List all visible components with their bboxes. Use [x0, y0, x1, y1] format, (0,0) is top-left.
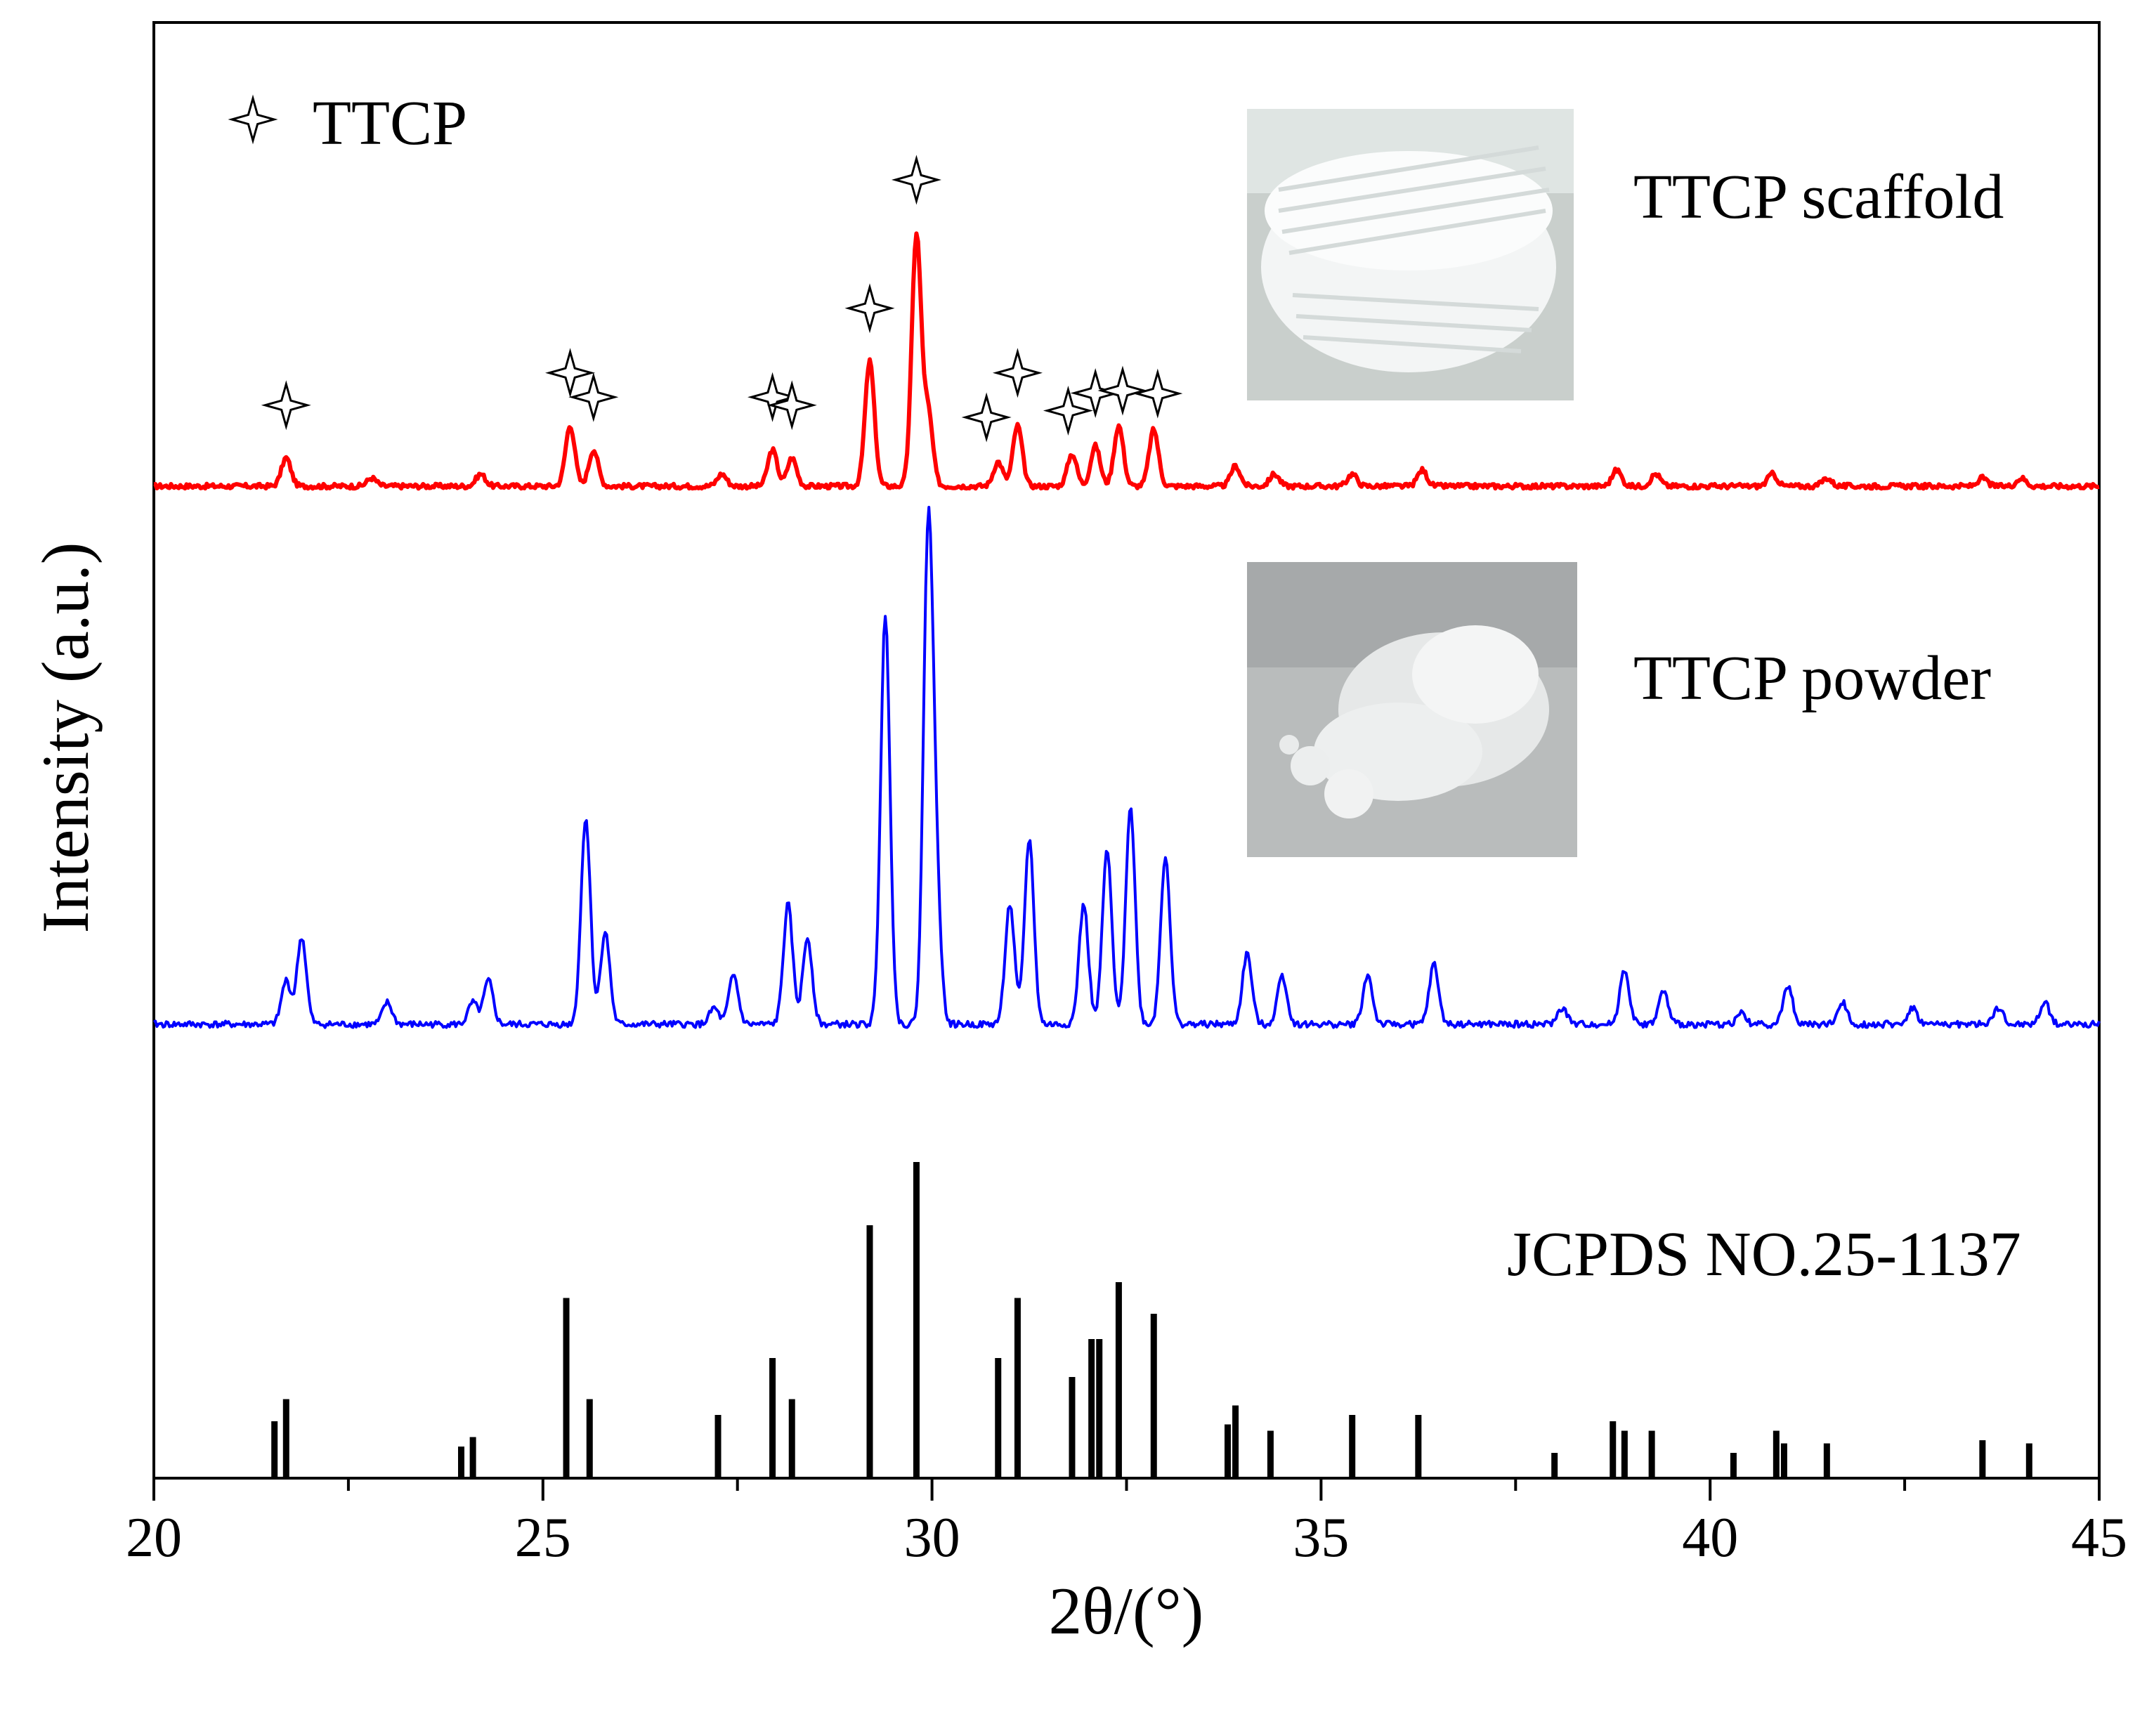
jcpds-label: JCPDS NO.25-1137 [1507, 1220, 2021, 1289]
x-tick-label: 30 [904, 1507, 960, 1569]
powder-label: TTCP powder [1633, 644, 1991, 713]
ttcp-star-marker [1097, 365, 1148, 416]
ttcp-star-marker [992, 348, 1043, 398]
x-tick-label: 35 [1293, 1507, 1349, 1569]
x-axis-ticks: 20 25 30 35 40 45 [126, 1478, 2127, 1569]
x-tick-label: 45 [2071, 1507, 2127, 1569]
scaffold-trace [153, 231, 2100, 491]
x-axis-title: 2θ/(°) [1049, 1574, 1204, 1648]
y-axis-title: Intensity (a.u.) [28, 542, 103, 934]
powder-photo [1247, 562, 1577, 857]
reference-sticks [271, 1162, 2032, 1478]
ttcp-star-marker [261, 380, 311, 431]
ttcp-star-marker [961, 392, 1012, 443]
ttcp-star-marker [545, 348, 596, 398]
x-tick-label: 25 [515, 1507, 571, 1569]
scaffold-photo [1247, 109, 1574, 400]
ttcp-star-marker [748, 372, 798, 422]
ttcp-star-markers [261, 155, 1183, 443]
legend: TTCP [228, 89, 467, 158]
traces [152, 231, 2101, 1029]
ttcp-star-marker [568, 372, 619, 422]
legend-star-shape [228, 94, 278, 145]
ttcp-star-marker [844, 283, 895, 334]
scaffold-label: TTCP scaffold [1633, 162, 2004, 232]
ttcp-star-marker [891, 155, 941, 205]
ttcp-star-marker [766, 380, 817, 431]
legend-label: TTCP [313, 89, 467, 158]
x-tick-label: 20 [126, 1507, 182, 1569]
powder-trace [152, 506, 2101, 1029]
ttcp-star-marker [1133, 368, 1183, 419]
legend-star-icon [228, 94, 278, 145]
ttcp-star-marker [1043, 385, 1093, 436]
x-tick-label: 40 [1682, 1507, 1738, 1569]
